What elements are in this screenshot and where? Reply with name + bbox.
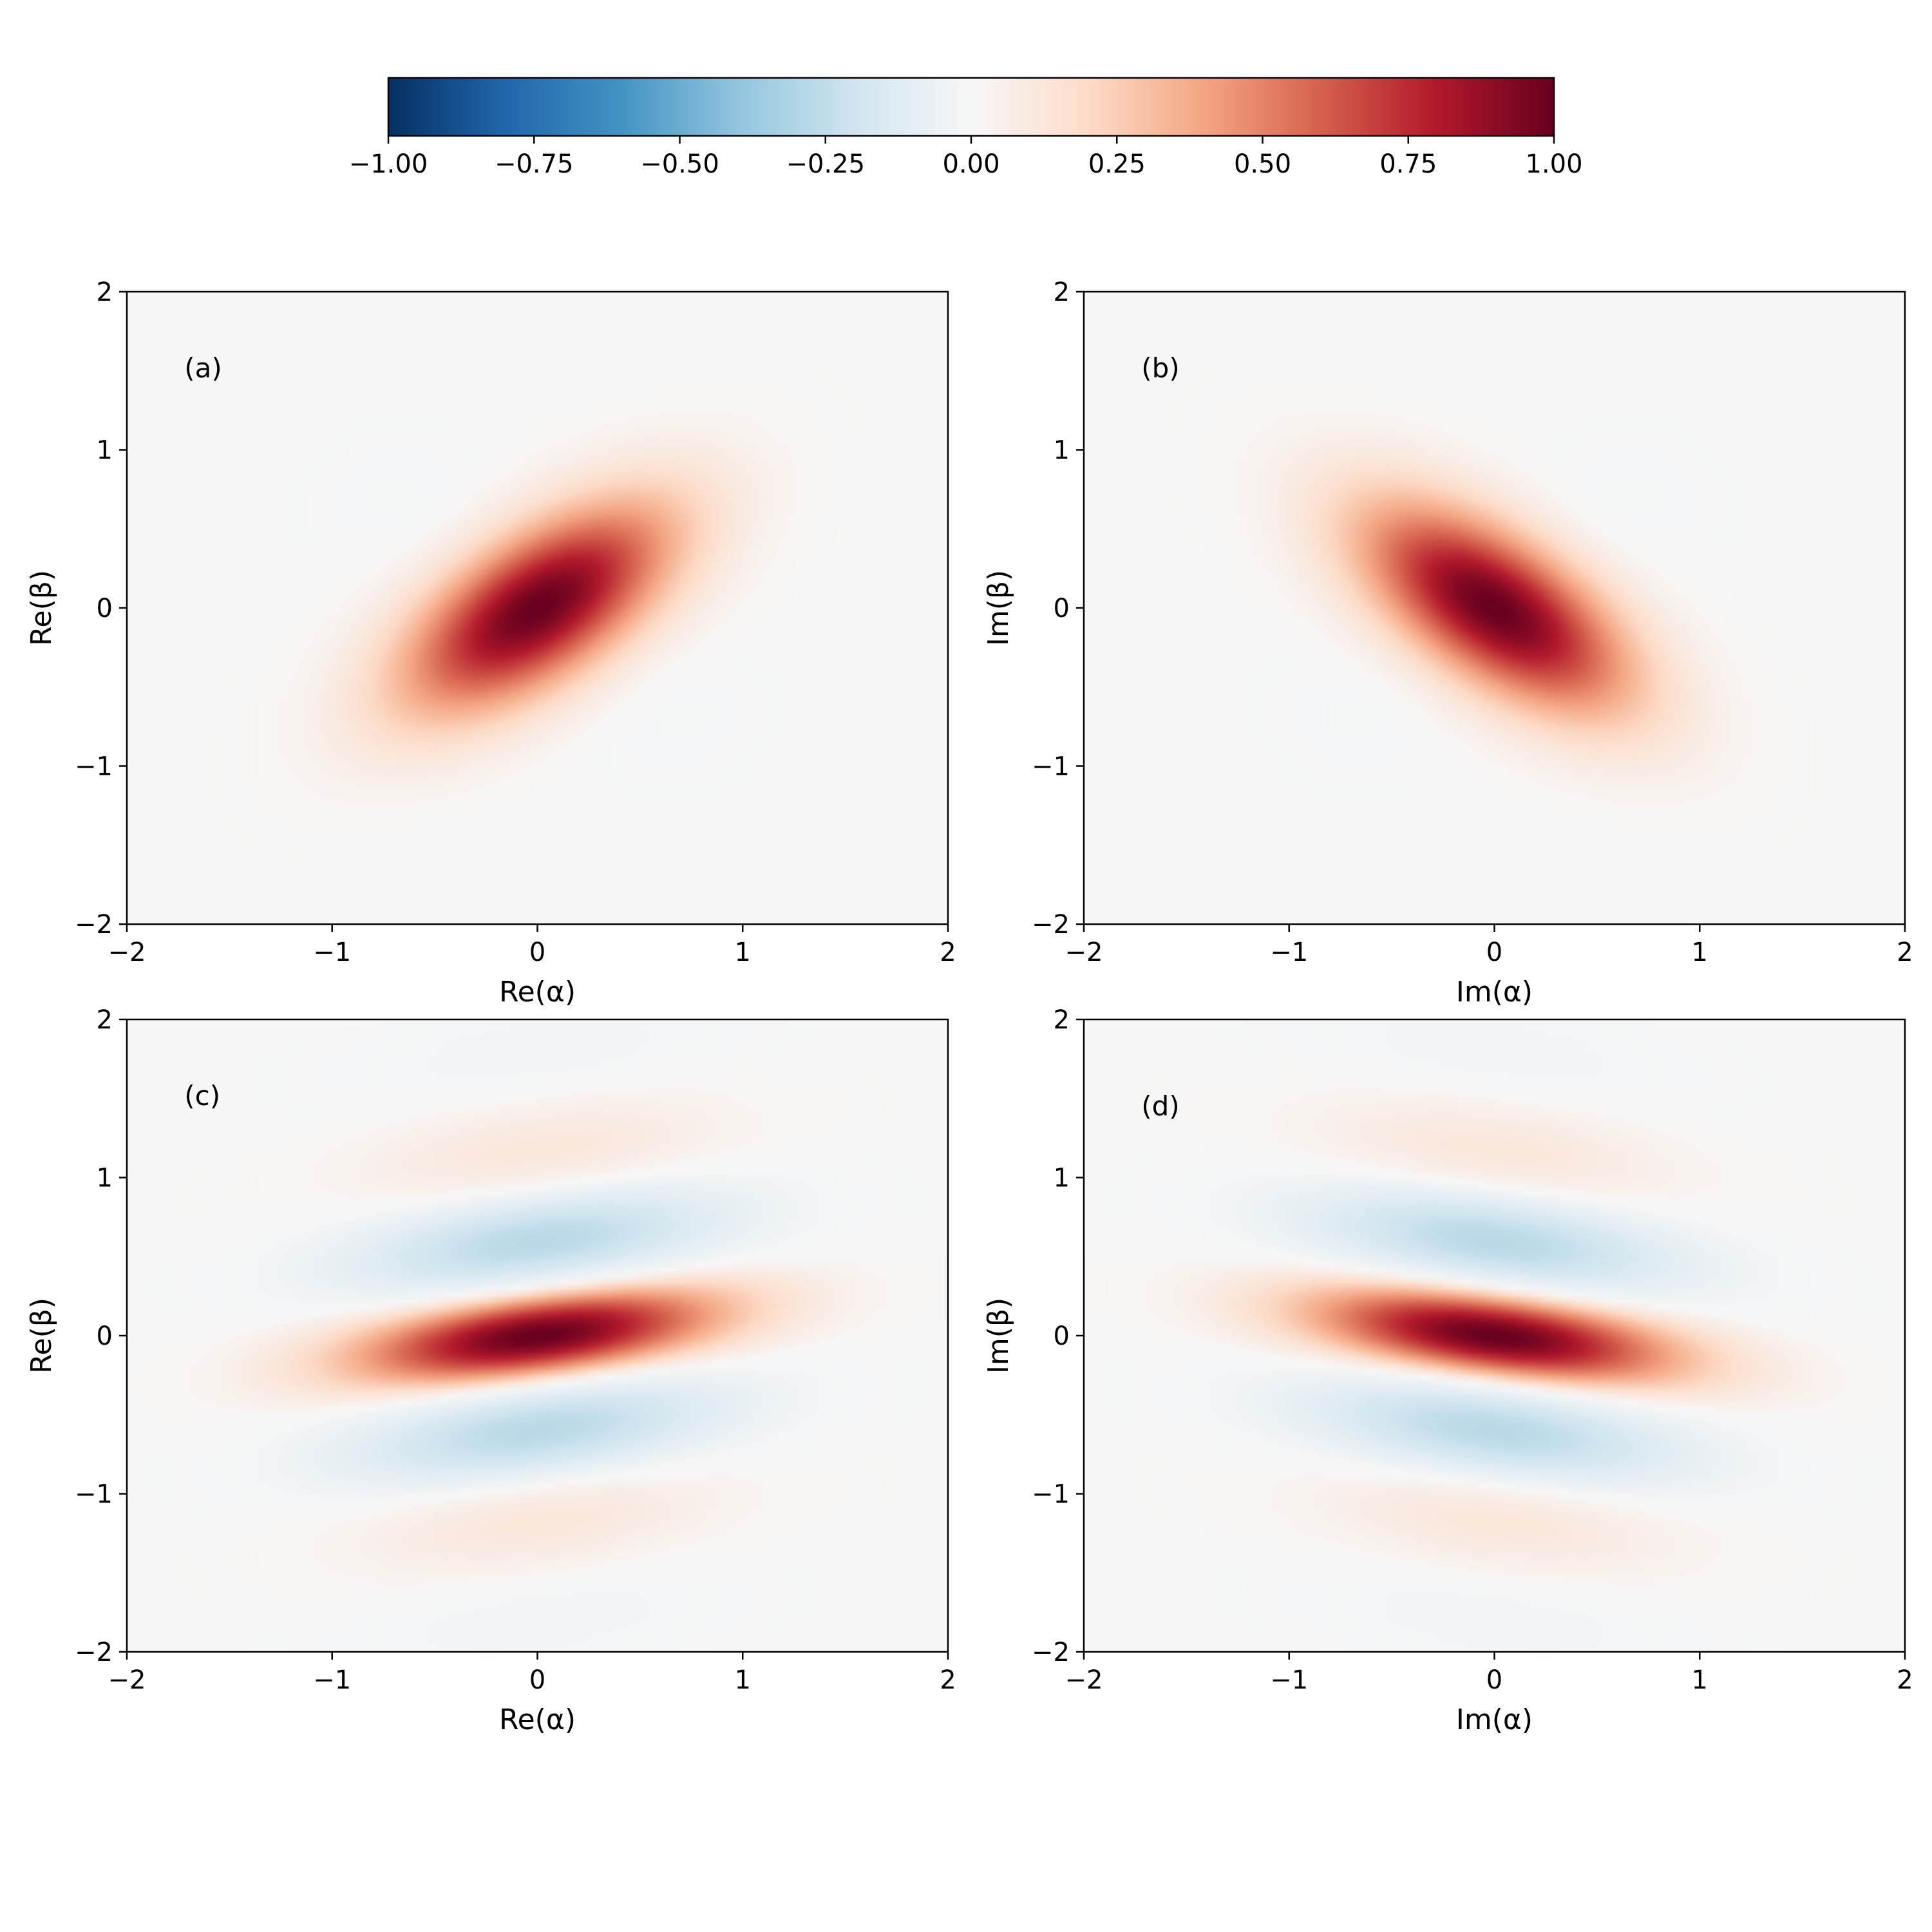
x-tick-label: 0 — [529, 1665, 545, 1695]
x-tick-label: −1 — [1270, 1665, 1308, 1695]
colorbar-gradient — [387, 77, 1555, 137]
heatmap-image — [127, 1019, 948, 1652]
panel-a: −2 −1 0 1 2 −2 −1 0 1 2 (a) Re(α) Re(β) — [25, 278, 956, 1009]
axis-ticks: −2 −1 0 1 2 −2 −1 0 1 2 — [1032, 1005, 1913, 1695]
panel-label: (b) — [1141, 352, 1179, 384]
y-axis-label: Re(β) — [25, 1298, 58, 1374]
axis-ticks: −2 −1 0 1 2 −2 −1 0 1 2 — [75, 278, 956, 967]
x-tick-label: 0 — [529, 938, 545, 967]
x-tick-label: 1 — [1692, 1665, 1708, 1695]
colorbar-ticks: −1.00 −0.75 −0.50 −0.25 0.00 0.25 0.50 0.75 1.00 — [349, 136, 1583, 179]
x-tick-label: 2 — [1897, 1665, 1913, 1695]
heatmap-image — [127, 292, 948, 924]
colorbar: −1.00 −0.75 −0.50 −0.25 0.00 0.25 0.50 0.75 1.00 — [349, 77, 1583, 179]
x-tick-label: −1 — [313, 938, 351, 967]
heatmap-image — [1084, 292, 1905, 924]
panel-b: −2 −1 0 1 2 −2 −1 0 1 2 (b) Im(α) Im(β) — [982, 278, 1913, 1009]
panel-d: −2 −1 0 1 2 −2 −1 0 1 2 (d) Im(α) Im(β) — [982, 1005, 1913, 1736]
y-tick-label: −1 — [75, 1480, 113, 1510]
y-tick-label: 0 — [1054, 1321, 1070, 1351]
y-tick-label: −1 — [1032, 1480, 1070, 1510]
x-tick-label: −2 — [1065, 938, 1103, 967]
x-tick-label: 1 — [735, 1665, 751, 1695]
y-tick-label: 1 — [1054, 436, 1070, 466]
x-tick-label: −2 — [108, 938, 146, 967]
heatmap-image — [1084, 1019, 1905, 1652]
colorbar-tick-label: −0.50 — [640, 149, 719, 179]
x-tick-label: 0 — [1486, 938, 1502, 967]
x-axis-label: Im(α) — [1456, 1703, 1533, 1736]
panel-label: (c) — [184, 1080, 220, 1112]
y-tick-label: −2 — [1032, 1638, 1070, 1667]
x-axis-label: Im(α) — [1456, 976, 1533, 1009]
colorbar-tick-label: 0.25 — [1088, 149, 1146, 179]
panel-c: −2 −1 0 1 2 −2 −1 0 1 2 (c) Re(α) Re(β) — [25, 1005, 956, 1736]
y-tick-label: −1 — [1032, 752, 1070, 782]
colorbar-tick-label: 0.75 — [1379, 149, 1437, 179]
y-tick-label: 0 — [1054, 594, 1070, 623]
y-axis-label: Re(β) — [25, 570, 58, 646]
colorbar-tick-label: 1.00 — [1525, 149, 1582, 179]
x-tick-label: 2 — [940, 1665, 956, 1695]
panel-label: (a) — [184, 352, 222, 384]
x-tick-label: −1 — [313, 1665, 351, 1695]
colorbar-tick-label: −0.25 — [786, 149, 865, 179]
y-axis-label: Im(β) — [982, 570, 1015, 646]
y-tick-label: 2 — [97, 278, 113, 307]
colorbar-tick-label: 0.50 — [1234, 149, 1291, 179]
panel-label: (d) — [1141, 1090, 1179, 1122]
x-tick-label: −1 — [1270, 938, 1308, 967]
x-tick-label: 2 — [940, 938, 956, 967]
x-tick-label: 2 — [1897, 938, 1913, 967]
x-axis-label: Re(α) — [499, 1703, 576, 1736]
x-axis-label: Re(α) — [499, 976, 576, 1009]
y-tick-label: 1 — [97, 436, 113, 466]
x-tick-label: 1 — [1692, 938, 1708, 967]
y-axis-label: Im(β) — [982, 1298, 1015, 1374]
y-tick-label: −2 — [1032, 910, 1070, 940]
y-tick-label: 0 — [97, 1321, 113, 1351]
y-tick-label: 1 — [97, 1164, 113, 1193]
y-tick-label: 1 — [1054, 1164, 1070, 1193]
colorbar-tick-label: −1.00 — [349, 149, 428, 179]
y-tick-label: 2 — [1054, 278, 1070, 307]
y-tick-label: 2 — [97, 1005, 113, 1035]
y-tick-label: 2 — [1054, 1005, 1070, 1035]
x-tick-label: 1 — [735, 938, 751, 967]
x-tick-label: −2 — [1065, 1665, 1103, 1695]
colorbar-tick-label: −0.75 — [495, 149, 574, 179]
axis-ticks: −2 −1 0 1 2 −2 −1 0 1 2 — [75, 1005, 956, 1695]
y-tick-label: −2 — [75, 1638, 113, 1667]
axis-ticks: −2 −1 0 1 2 −2 −1 0 1 2 — [1032, 278, 1913, 967]
colorbar-tick-label: 0.00 — [942, 149, 999, 179]
y-tick-label: −1 — [75, 752, 113, 782]
y-tick-label: 0 — [97, 594, 113, 623]
x-tick-label: −2 — [108, 1665, 146, 1695]
x-tick-label: 0 — [1486, 1665, 1502, 1695]
y-tick-label: −2 — [75, 910, 113, 940]
